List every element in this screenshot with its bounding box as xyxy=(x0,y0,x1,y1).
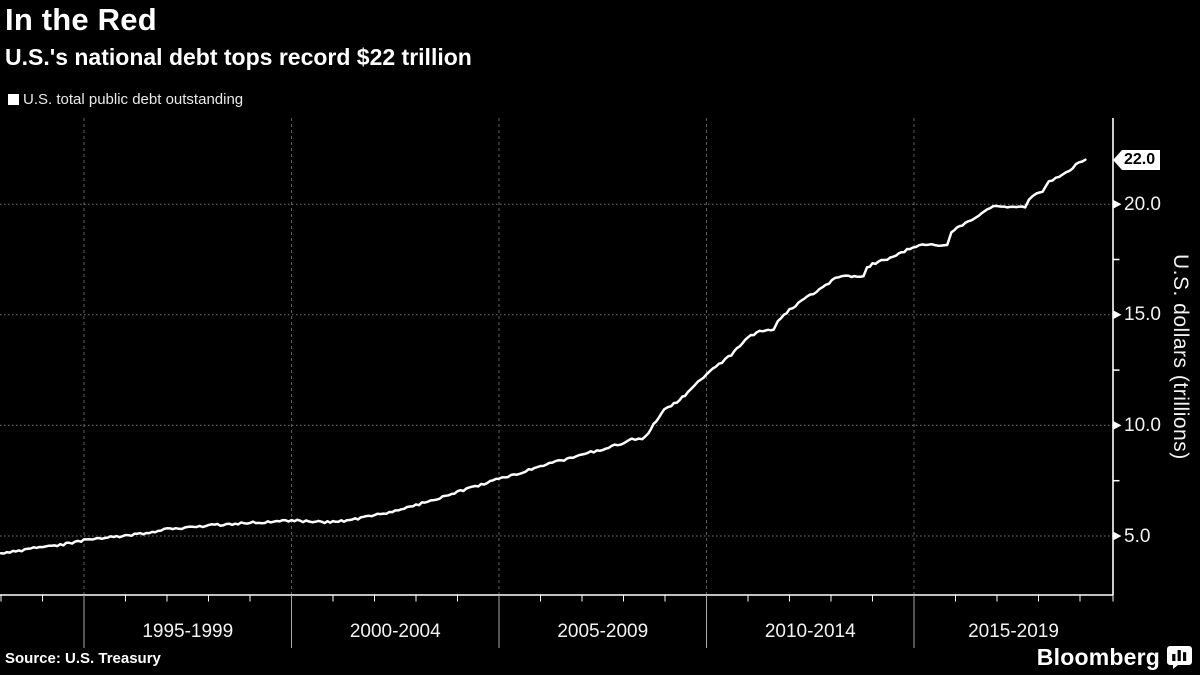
y-major-tick-arrow-icon xyxy=(1113,531,1122,541)
legend-label: U.S. total public debt outstanding xyxy=(23,91,244,108)
last-value-label: 22.0 xyxy=(1122,149,1161,170)
y-major-tick-arrow-icon xyxy=(1113,310,1122,320)
x-axis-label: 2005-2009 xyxy=(557,621,649,642)
chart-subtitle: U.S.'s national debt tops record $22 tri… xyxy=(5,44,472,70)
source-attribution: Source: U.S. Treasury xyxy=(5,650,161,667)
flag-arrow-left-icon xyxy=(1113,149,1122,170)
y-major-tick-arrow-icon xyxy=(1113,199,1122,209)
y-major-tick-arrow-icon xyxy=(1113,420,1122,430)
bloomberg-wordmark: Bloomberg xyxy=(1036,644,1160,670)
bloomberg-logo: Bloomberg xyxy=(1037,644,1192,671)
y-axis-title: U.S. dollars (trillions) xyxy=(1169,253,1192,460)
last-value-flag: 22.0 xyxy=(1113,149,1161,170)
x-axis-label: 2010-2014 xyxy=(764,621,856,642)
x-axis-label: 2015-2019 xyxy=(968,621,1059,642)
legend-swatch-icon xyxy=(8,94,19,105)
y-tick-label: 5.0 xyxy=(1124,525,1151,547)
x-axis-label: 1995-1999 xyxy=(142,621,234,642)
y-tick-label: 15.0 xyxy=(1124,304,1161,326)
y-tick-label: 10.0 xyxy=(1124,414,1161,436)
chart-title: In the Red xyxy=(5,2,157,37)
debt-series-line xyxy=(0,158,1087,555)
bloomberg-bubble-chart-icon xyxy=(1167,646,1192,669)
y-tick-label: 20.0 xyxy=(1124,193,1161,215)
legend: U.S. total public debt outstanding xyxy=(8,91,243,108)
x-axis-label: 2000-2004 xyxy=(349,621,441,642)
